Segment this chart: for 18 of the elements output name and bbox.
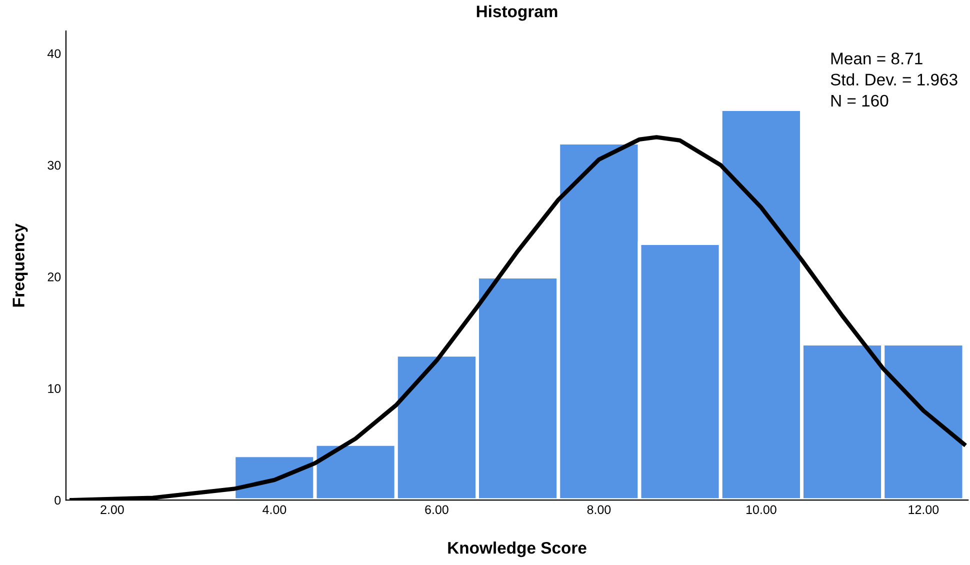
x-tick-label: 2.00 (100, 505, 124, 514)
y-tick-label: 0 (54, 496, 61, 505)
x-tick-label: 6.00 (425, 505, 448, 514)
x-tick-label: 8.00 (587, 505, 611, 514)
y-tick-label: 40 (47, 49, 61, 58)
line-series (70, 135, 966, 500)
y-tick-label: 30 (48, 160, 61, 170)
annotation: N = 160 (831, 94, 888, 107)
annotation: Mean = 8.71 (831, 52, 922, 64)
y-tick-label: 10 (48, 384, 61, 394)
x-tick-label: 10.00 (746, 505, 776, 514)
annotation: Std. Dev. = 1.963 (830, 73, 958, 86)
y-tick-label: 20 (48, 272, 61, 282)
x-axis-title: Knowledge Score (448, 542, 586, 558)
chart-title: Histogram (476, 5, 558, 21)
x-tick-label: 12.00 (908, 505, 939, 514)
y-axis-title: Frequency (12, 223, 28, 307)
x-tick-label: 4.00 (262, 505, 286, 514)
